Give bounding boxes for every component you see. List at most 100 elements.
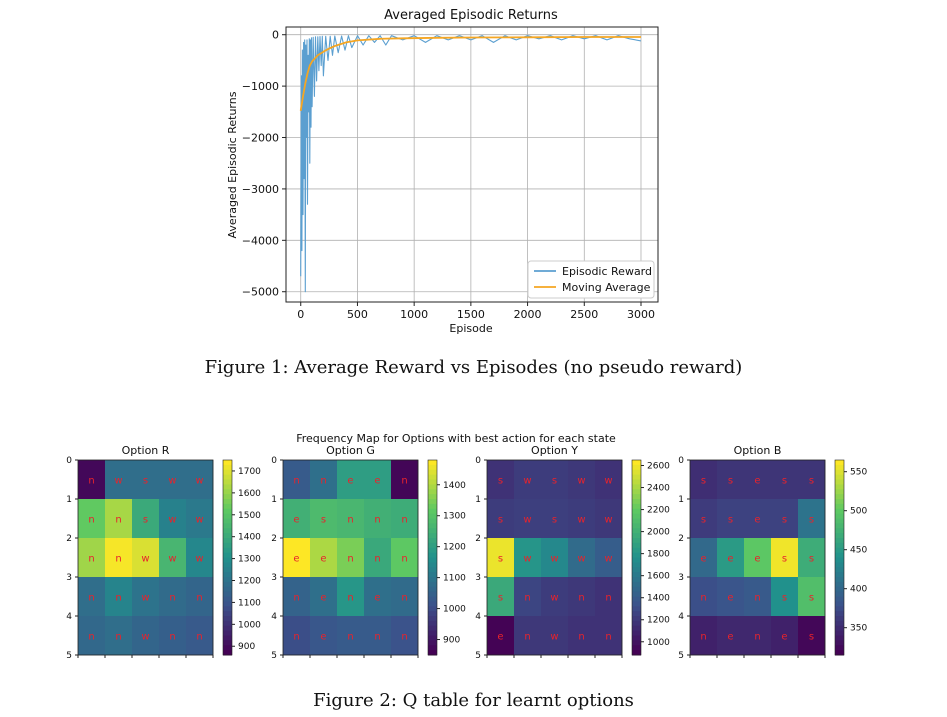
action-label: w xyxy=(195,554,203,565)
action-label: s xyxy=(809,593,814,604)
chart-title: Averaged Episodic Returns xyxy=(384,8,558,23)
heatmap-cell xyxy=(744,616,772,656)
colorbar-tick-label: 450 xyxy=(850,546,867,556)
heatmap-cell xyxy=(595,460,623,500)
action-label: n xyxy=(401,515,407,526)
colorbar-segment xyxy=(428,489,437,495)
colorbar-segment xyxy=(223,474,232,480)
action-label: e xyxy=(781,632,787,643)
colorbar-tick-label: 1200 xyxy=(238,577,261,587)
heatmap-cell xyxy=(283,499,311,539)
colorbar-segment xyxy=(428,479,437,485)
colorbar-segment xyxy=(428,616,437,622)
colorbar-frame xyxy=(222,459,233,656)
colorbar-segment xyxy=(428,611,437,617)
heatmap-cell xyxy=(541,577,569,617)
colorbar-segment xyxy=(835,557,844,563)
colorbar-segment xyxy=(223,508,232,515)
action-label: n xyxy=(293,476,299,487)
heatmap-cell xyxy=(132,538,160,578)
heatmap-cell xyxy=(690,460,718,500)
heatmap-cell xyxy=(159,577,187,617)
action-label: n xyxy=(374,554,380,565)
colorbar-segment xyxy=(835,469,844,476)
action-label: n xyxy=(754,593,760,604)
action-label: n xyxy=(347,554,353,565)
y-tick-label: −1000 xyxy=(242,80,279,93)
colorbar-segment xyxy=(835,523,844,529)
action-label: s xyxy=(782,476,787,487)
colorbar-tick-label: 1300 xyxy=(238,555,261,565)
colorbar-segment xyxy=(223,557,232,563)
colorbar-segment xyxy=(632,489,641,495)
heatmap-title: Option G xyxy=(326,444,375,457)
colorbar-segment xyxy=(835,533,844,539)
colorbar-segment xyxy=(223,542,232,549)
colorbar-segment xyxy=(223,577,232,583)
colorbar-tick-label: 1200 xyxy=(443,543,466,553)
heatmap-cell xyxy=(798,499,826,539)
colorbar-segment xyxy=(632,577,641,583)
colorbar-segment xyxy=(428,640,437,646)
colorbar-segment xyxy=(428,513,437,519)
heatmap-cell xyxy=(310,460,338,500)
heatmap-cell xyxy=(283,577,311,617)
heatmap-cell xyxy=(78,538,106,578)
heatmap-title: Option Y xyxy=(531,444,578,457)
action-label: n xyxy=(605,593,611,604)
action-label: s xyxy=(498,515,503,526)
action-label: s xyxy=(701,476,706,487)
y-tick-label: −5000 xyxy=(242,286,279,299)
heatmap-cell xyxy=(514,460,542,500)
action-label: w xyxy=(523,554,531,565)
colorbar-segment xyxy=(428,547,437,554)
heatmap-cell xyxy=(337,460,365,500)
colorbar-segment xyxy=(632,562,641,568)
y-tick-label: 5 xyxy=(475,651,481,660)
colorbar-segment xyxy=(835,616,844,622)
colorbar-tick-label: 1200 xyxy=(647,616,670,626)
colorbar-tick-label: 1400 xyxy=(443,481,466,491)
heatmap-cell xyxy=(186,499,214,539)
heatmap-cell xyxy=(568,499,596,539)
colorbar-segment xyxy=(835,650,844,656)
action-label: e xyxy=(754,515,760,526)
colorbar-frame xyxy=(631,459,642,656)
heatmap-cell xyxy=(105,499,133,539)
action-label: w xyxy=(141,593,149,604)
y-axis-label: Averaged Episodic Returns xyxy=(226,91,239,238)
y-tick-label: 5 xyxy=(678,651,684,660)
heatmap-cell xyxy=(487,616,515,656)
moving-average-series xyxy=(299,36,641,111)
colorbar-segment xyxy=(223,489,232,495)
y-tick-label: 4 xyxy=(678,612,684,622)
colorbar-segment xyxy=(835,503,844,510)
heatmap-cell xyxy=(132,499,160,539)
heatmap-cell xyxy=(771,538,799,578)
colorbar-tick-label: 550 xyxy=(850,468,867,478)
y-tick-label: 5 xyxy=(271,651,277,660)
action-label: s xyxy=(809,476,814,487)
colorbar-segment xyxy=(223,469,232,476)
action-label: n xyxy=(88,593,94,604)
action-label: w xyxy=(195,515,203,526)
action-label: e xyxy=(727,593,733,604)
action-label: s xyxy=(782,515,787,526)
colorbar-segment xyxy=(428,494,437,500)
heatmap-cell xyxy=(487,538,515,578)
heatmap-cell xyxy=(132,577,160,617)
colorbar-tick-label: 2200 xyxy=(647,506,670,516)
heatmap-frame xyxy=(282,459,419,656)
heatmap-cell xyxy=(541,616,569,656)
heatmap-cell xyxy=(487,460,515,500)
colorbar-segment xyxy=(223,513,232,519)
action-label: n xyxy=(320,476,326,487)
action-label: s xyxy=(728,515,733,526)
heatmap-cell xyxy=(105,460,133,500)
heatmap-cell xyxy=(568,616,596,656)
colorbar-tick-label: 1600 xyxy=(238,489,261,499)
y-tick-label: 0 xyxy=(271,456,277,466)
heatmap-cell xyxy=(78,577,106,617)
colorbar-segment xyxy=(428,552,437,558)
action-label: e xyxy=(320,632,326,643)
